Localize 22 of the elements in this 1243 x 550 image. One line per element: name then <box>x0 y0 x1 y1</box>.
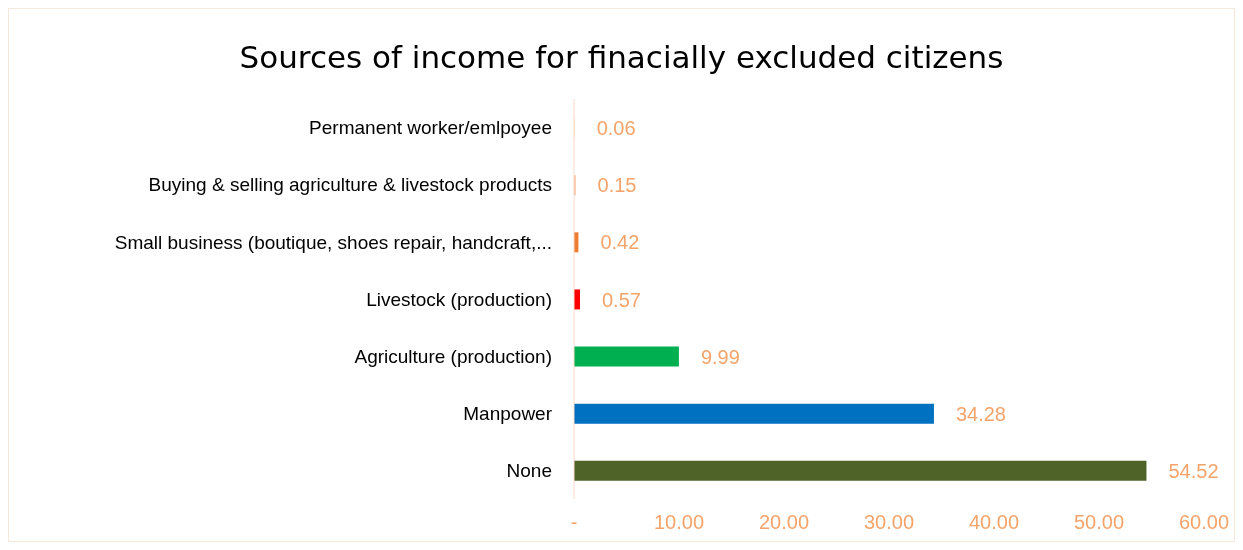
x-tick-label: 20.00 <box>758 511 810 534</box>
x-tick-label: - <box>570 511 578 534</box>
x-tick-label: 40.00 <box>968 511 1020 534</box>
x-tick-label: 10.00 <box>653 511 705 534</box>
data-label: 0.15 <box>597 174 637 197</box>
x-tick-label: 50.00 <box>1073 511 1125 534</box>
data-label: 0.42 <box>600 231 640 254</box>
y-tick-label: None <box>506 460 552 482</box>
y-tick-label: Buying & selling agriculture & livestock products <box>148 174 552 196</box>
data-label: 34.28 <box>955 402 1006 425</box>
data-label: 0.57 <box>601 288 641 311</box>
y-tick-label: Manpower <box>463 403 553 425</box>
y-tick-label: Livestock (production) <box>366 288 552 310</box>
chart-title: Sources of income for finacially excluded citizens <box>238 39 1005 77</box>
data-label: 0.06 <box>596 117 636 140</box>
data-label: 9.99 <box>700 345 740 368</box>
data-label: 54.52 <box>1168 459 1219 482</box>
y-tick-label: Agriculture (production) <box>354 345 552 367</box>
y-tick-label: Permanent worker/emlpoyee <box>309 117 552 139</box>
y-tick-label: Small business (boutique, shoes repair, handcraft,... <box>114 231 552 253</box>
x-tick-label: 60.00 <box>1178 511 1230 534</box>
x-tick-label: 30.00 <box>863 511 915 534</box>
